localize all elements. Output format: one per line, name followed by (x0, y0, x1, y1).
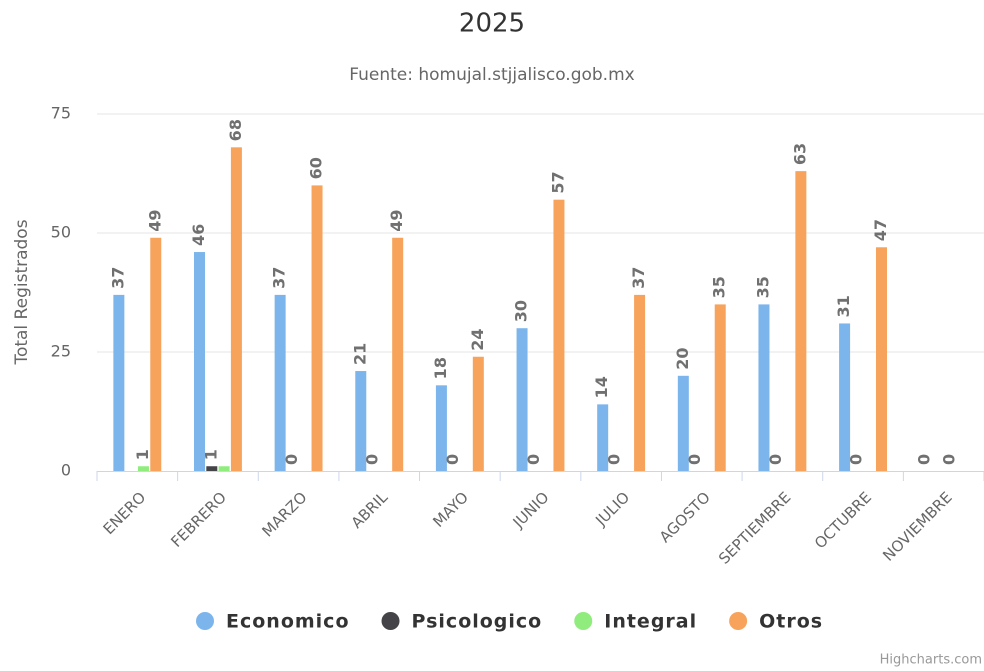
data-label: 37 (108, 267, 127, 289)
data-label: 37 (629, 267, 648, 289)
bar (230, 147, 242, 471)
data-label: 20 (673, 348, 692, 370)
bar (795, 171, 807, 471)
bar (875, 247, 887, 471)
data-label: 24 (468, 328, 487, 350)
data-label: 18 (431, 357, 450, 379)
data-label: 60 (307, 157, 326, 179)
bar (392, 237, 404, 471)
data-label: 63 (790, 143, 809, 165)
legend-label: Psicologico (412, 611, 543, 633)
x-tick-label: ENERO (100, 488, 150, 538)
bar (274, 294, 286, 471)
legend-swatch (196, 612, 214, 630)
bar (553, 199, 565, 471)
credits: Highcharts.com (880, 653, 982, 668)
x-tick-label: JULIO (591, 488, 633, 530)
data-label: 0 (604, 454, 623, 465)
x-tick-label: AGOSTO (656, 488, 714, 546)
legend: Economico Psicologico Integral Otros (196, 611, 823, 633)
data-label: 0 (363, 454, 382, 465)
data-label: 47 (871, 219, 890, 241)
x-tick-label: SEPTIEMBRE (715, 488, 794, 567)
chart-subtitle: Fuente: homujal.stjjalisco.gob.mx (349, 65, 634, 85)
x-tick-label: JUNIO (509, 488, 553, 532)
bar (714, 304, 726, 471)
bar (677, 375, 689, 471)
x-tick-label: MARZO (258, 488, 310, 540)
y-tick-label: 25 (51, 342, 71, 361)
bar (311, 185, 323, 471)
data-label: 35 (710, 276, 729, 298)
data-label: 31 (834, 295, 853, 317)
legend-swatch (381, 612, 400, 630)
chart-title: 2025 (459, 9, 525, 39)
bar (634, 294, 646, 471)
legend-swatch (574, 612, 593, 630)
data-label: 0 (282, 454, 301, 465)
bar (137, 466, 149, 471)
y-tick-label: 50 (51, 223, 71, 242)
legend-label: Integral (604, 611, 697, 633)
data-label: 35 (753, 276, 772, 298)
data-label: 68 (226, 119, 245, 141)
data-label: 0 (524, 454, 543, 465)
data-label: 0 (915, 454, 934, 465)
bar (597, 404, 609, 471)
legend-label: Otros (759, 611, 823, 633)
data-label: 1 (133, 449, 152, 460)
bar (758, 304, 770, 471)
bar (435, 385, 447, 471)
bar (194, 252, 206, 471)
data-label: 0 (685, 454, 704, 465)
x-tick-label: MAYO (429, 488, 472, 531)
bar (150, 237, 162, 471)
data-label: 21 (350, 343, 369, 365)
data-label: 30 (512, 300, 531, 322)
data-label: 37 (270, 267, 289, 289)
x-tick-label: OCTUBRE (811, 488, 875, 552)
bar (206, 466, 218, 471)
x-tick-label: FEBRERO (167, 488, 230, 551)
y-tick-label: 0 (61, 461, 71, 480)
bar (355, 371, 367, 471)
data-label: 0 (766, 454, 785, 465)
bar (516, 328, 528, 471)
data-label: 49 (145, 209, 164, 231)
bar (113, 294, 125, 471)
data-label: 49 (387, 209, 406, 231)
legend-label: Economico (226, 611, 350, 633)
bar (218, 466, 230, 471)
x-tick-label: ABRIL (348, 488, 392, 532)
data-label: 46 (189, 224, 208, 246)
data-label: 14 (592, 376, 611, 398)
y-tick-label: 75 (51, 104, 71, 123)
data-label: 1 (201, 449, 220, 460)
x-tick-label: NOVIEMBRE (879, 488, 955, 564)
data-label: 57 (548, 171, 567, 193)
bar (839, 323, 851, 471)
data-label: 0 (939, 454, 958, 465)
bar (472, 356, 484, 471)
data-label: 0 (846, 454, 865, 465)
y-axis-title: Total Registrados (12, 219, 32, 365)
data-label: 0 (443, 454, 462, 465)
legend-swatch (729, 612, 748, 630)
